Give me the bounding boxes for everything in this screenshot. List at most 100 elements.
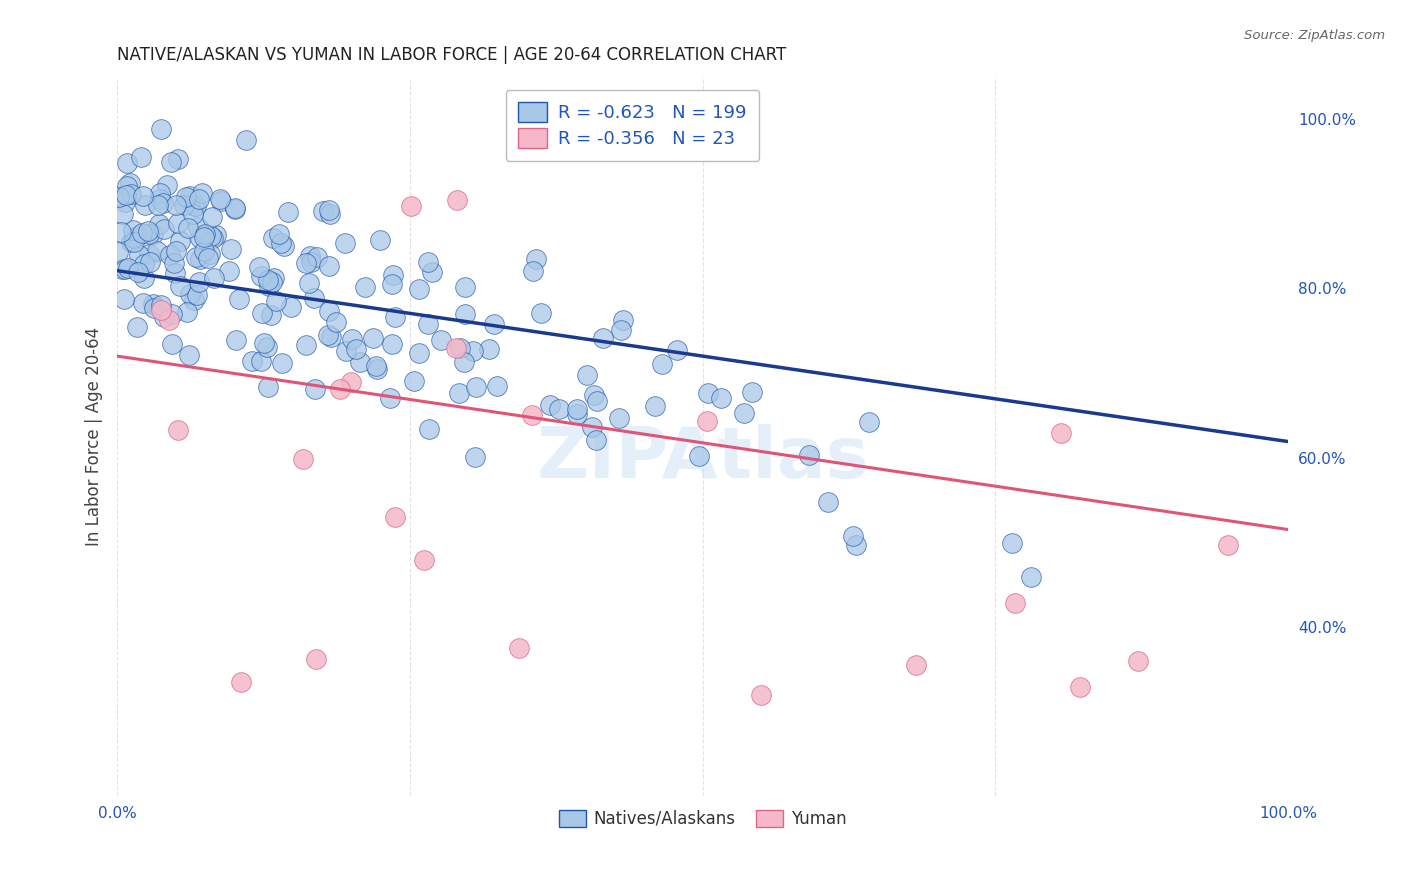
Point <box>270 235 292 250</box>
Point <box>107 244 129 259</box>
Point <box>114 194 136 209</box>
Point <box>152 196 174 211</box>
Point <box>592 331 614 345</box>
Point <box>200 229 222 244</box>
Point <box>416 255 439 269</box>
Point <box>280 300 302 314</box>
Point <box>904 657 927 672</box>
Point <box>454 280 477 294</box>
Point <box>150 303 173 318</box>
Point <box>166 423 188 437</box>
Point <box>132 271 155 285</box>
Point <box>120 187 142 202</box>
Point <box>179 348 201 362</box>
Point <box>741 385 763 400</box>
Point <box>112 292 135 306</box>
Point <box>370 233 392 247</box>
Point <box>418 422 440 436</box>
Point <box>187 192 209 206</box>
Point <box>565 407 588 421</box>
Point <box>366 362 388 376</box>
Legend: Natives/Alaskans, Yuman: Natives/Alaskans, Yuman <box>553 803 853 835</box>
Point <box>209 194 232 208</box>
Point <box>464 450 486 465</box>
Point <box>138 246 160 260</box>
Point <box>249 354 271 368</box>
Point <box>173 198 195 212</box>
Point <box>583 388 606 402</box>
Point <box>201 210 224 224</box>
Point <box>142 227 165 242</box>
Point <box>384 310 406 324</box>
Point <box>1126 654 1149 668</box>
Point <box>420 265 443 279</box>
Point <box>384 510 406 524</box>
Point <box>139 255 162 269</box>
Point <box>202 230 225 244</box>
Point <box>110 262 132 277</box>
Point <box>167 216 190 230</box>
Point <box>111 207 134 221</box>
Point <box>179 189 201 203</box>
Point <box>524 252 547 266</box>
Point <box>453 355 475 369</box>
Point <box>247 260 270 275</box>
Point <box>304 291 326 305</box>
Point <box>1019 570 1042 584</box>
Point <box>194 227 217 241</box>
Point <box>257 273 280 287</box>
Point <box>191 186 214 200</box>
Point <box>228 292 250 306</box>
Point <box>250 305 273 319</box>
Point <box>250 269 273 284</box>
Point <box>132 257 155 271</box>
Point <box>342 332 364 346</box>
Point <box>176 305 198 319</box>
Point <box>146 198 169 212</box>
Point <box>696 414 718 428</box>
Point <box>193 244 215 258</box>
Point <box>183 293 205 308</box>
Point <box>138 224 160 238</box>
Point <box>179 287 201 301</box>
Point <box>174 190 197 204</box>
Point <box>107 190 129 204</box>
Point <box>333 235 356 250</box>
Point <box>224 201 246 215</box>
Point <box>149 186 172 200</box>
Point <box>131 189 153 203</box>
Point <box>262 231 284 245</box>
Point <box>122 231 145 245</box>
Point <box>120 235 142 249</box>
Point <box>1001 536 1024 550</box>
Point <box>1050 425 1073 440</box>
Point <box>318 260 340 274</box>
Point <box>159 247 181 261</box>
Point <box>117 260 139 275</box>
Point <box>259 278 281 293</box>
Point <box>651 357 673 371</box>
Point <box>184 251 207 265</box>
Point <box>134 198 156 212</box>
Point <box>530 306 553 320</box>
Point <box>585 434 607 448</box>
Point <box>416 317 439 331</box>
Point <box>408 282 430 296</box>
Point <box>132 295 155 310</box>
Point <box>609 323 631 337</box>
Point <box>165 198 187 212</box>
Point <box>412 553 434 567</box>
Point <box>404 374 426 388</box>
Point <box>576 368 599 383</box>
Point <box>316 327 339 342</box>
Point <box>128 248 150 262</box>
Point <box>319 207 342 221</box>
Point <box>263 271 285 285</box>
Point <box>444 341 467 355</box>
Point <box>169 234 191 248</box>
Point <box>149 192 172 206</box>
Point <box>260 275 283 289</box>
Point <box>240 353 263 368</box>
Point <box>749 688 772 702</box>
Point <box>335 343 357 358</box>
